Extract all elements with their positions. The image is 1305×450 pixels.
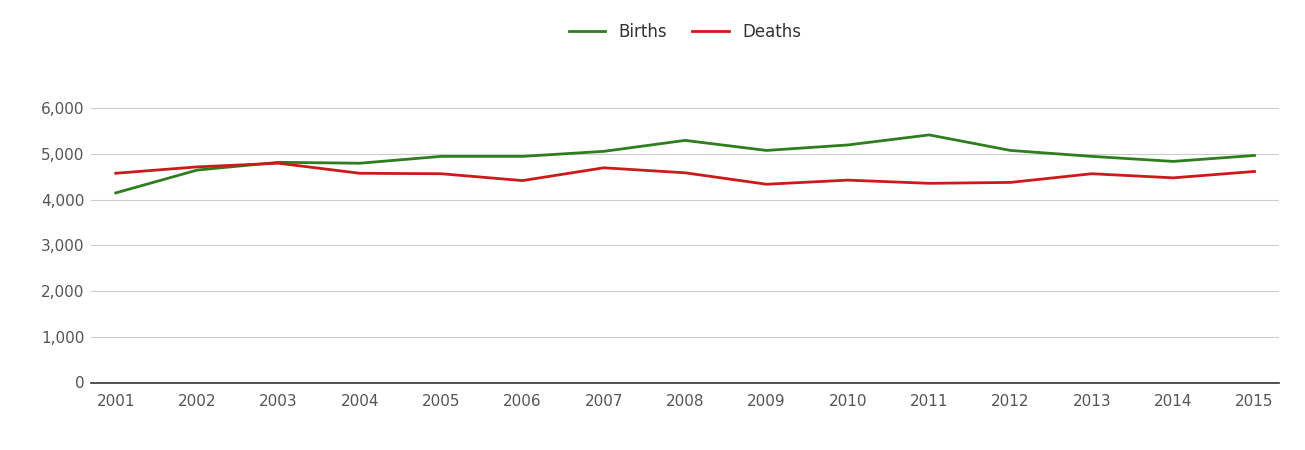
Deaths (1084, 171, 1100, 176)
Deaths (352, 171, 368, 176)
Deaths (433, 171, 449, 176)
Births (1002, 148, 1018, 153)
Births (921, 132, 937, 138)
Births (758, 148, 774, 153)
Births (1084, 154, 1100, 159)
Deaths (514, 178, 530, 183)
Deaths (596, 165, 612, 171)
Births (189, 167, 205, 173)
Births (1165, 159, 1181, 164)
Deaths (921, 180, 937, 186)
Deaths (1165, 175, 1181, 180)
Births (840, 142, 856, 148)
Deaths (677, 170, 693, 176)
Line: Deaths: Deaths (116, 163, 1254, 184)
Deaths (1002, 180, 1018, 185)
Legend: Births, Deaths: Births, Deaths (569, 23, 801, 41)
Births (677, 138, 693, 143)
Births (433, 154, 449, 159)
Births (352, 161, 368, 166)
Deaths (1246, 169, 1262, 174)
Births (514, 154, 530, 159)
Deaths (270, 161, 286, 166)
Births (596, 148, 612, 154)
Births (270, 160, 286, 165)
Deaths (758, 181, 774, 187)
Deaths (189, 164, 205, 170)
Births (1246, 153, 1262, 158)
Deaths (840, 177, 856, 183)
Deaths (108, 171, 124, 176)
Births (108, 190, 124, 196)
Line: Births: Births (116, 135, 1254, 193)
